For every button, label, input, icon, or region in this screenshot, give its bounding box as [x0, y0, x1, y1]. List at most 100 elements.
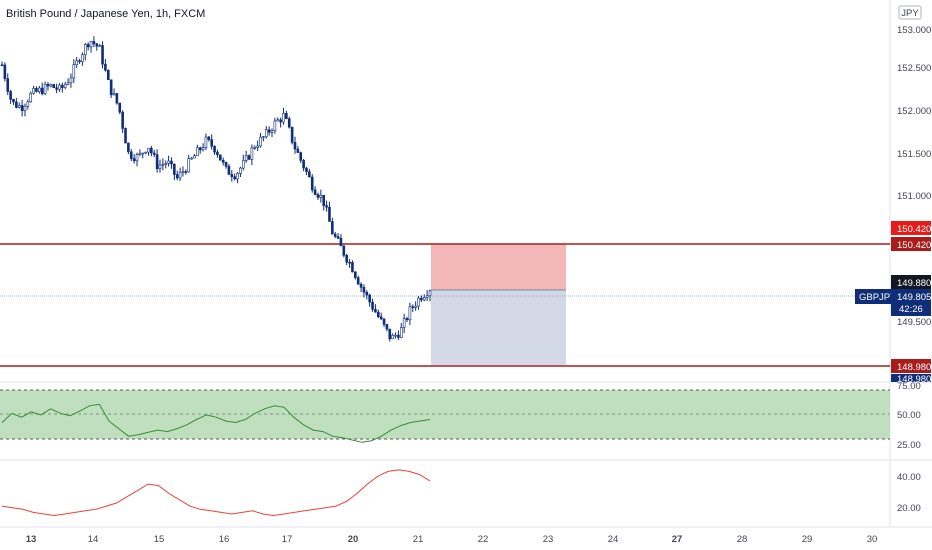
- candle-body: [207, 136, 211, 140]
- candle-body: [46, 84, 50, 87]
- candle-body: [15, 101, 18, 108]
- candle-body: [170, 160, 173, 165]
- candle-body: [216, 151, 219, 156]
- candle-body: [38, 87, 41, 92]
- candle-body: [368, 294, 371, 303]
- candle-body: [201, 147, 205, 151]
- candle-body: [391, 334, 394, 340]
- chart-title: British Pound / Japanese Yen, 1h, FXCM: [6, 8, 206, 20]
- candle-body: [417, 297, 420, 307]
- candle-body: [138, 152, 142, 155]
- candle-body: [230, 174, 234, 177]
- candle-body: [236, 173, 239, 180]
- candle-body: [66, 82, 70, 85]
- candle-body: [402, 318, 406, 328]
- candle-body: [61, 84, 64, 88]
- candle-body: [276, 119, 280, 122]
- candle-body: [150, 147, 153, 154]
- candle-body: [190, 157, 193, 160]
- support-price-tag-2: [891, 374, 931, 382]
- candle-body: [333, 233, 337, 237]
- candle-body: [264, 129, 268, 138]
- candle-body: [118, 102, 122, 113]
- candle-body: [339, 237, 343, 247]
- candle-body: [256, 145, 259, 148]
- candle-body: [26, 101, 30, 107]
- candle-body: [221, 159, 225, 163]
- take-profit-zone[interactable]: [431, 290, 566, 365]
- time-axis[interactable]: 13 14 15 16 17 20 21 22 23 24 27 28 29 3…: [26, 534, 878, 545]
- candle-body: [296, 148, 300, 153]
- candle-body: [55, 87, 58, 90]
- candle-body: [227, 166, 231, 175]
- candle-body: [3, 64, 7, 79]
- candle-body: [310, 176, 314, 191]
- time-tick: 16: [219, 534, 230, 545]
- candle-body: [167, 160, 170, 164]
- price-tick: 151.500: [897, 149, 931, 160]
- candle-body: [270, 130, 274, 133]
- candle-body: [178, 171, 182, 179]
- candle-body: [397, 334, 400, 338]
- candle-body: [135, 154, 139, 162]
- candle-body: [9, 91, 12, 100]
- candle-body: [106, 69, 110, 81]
- currency-badge[interactable]: [898, 5, 922, 20]
- price-axis-ticks: 153.000 152.500 152.000 151.500 151.000 …: [897, 25, 931, 328]
- candle-body: [379, 316, 383, 320]
- candle-body: [40, 87, 44, 95]
- last-price: 149.805: [897, 292, 931, 303]
- candle-body: [35, 88, 38, 92]
- candle-body: [241, 160, 245, 169]
- candle-body: [305, 167, 308, 172]
- stop-loss-zone[interactable]: [431, 244, 566, 290]
- candle-body: [49, 84, 53, 87]
- candle-body: [313, 189, 317, 195]
- candle-body: [63, 84, 67, 88]
- candle-body: [89, 41, 93, 48]
- candle-body: [98, 45, 101, 47]
- candle-body: [32, 88, 35, 94]
- candle-body: [12, 99, 15, 103]
- candle-body: [428, 290, 432, 297]
- candle-body: [420, 297, 423, 301]
- candle-body: [399, 327, 403, 338]
- time-tick: 30: [867, 534, 878, 545]
- candle-body: [52, 84, 56, 89]
- candle-body: [267, 129, 271, 133]
- candle-body: [173, 163, 176, 175]
- candle-body: [362, 287, 366, 293]
- candle-body: [351, 262, 354, 273]
- time-tick: 28: [737, 534, 748, 545]
- candle-body: [219, 154, 222, 161]
- support-price-2: 148.980: [897, 374, 931, 385]
- candle-body: [425, 295, 429, 298]
- rsi-line: [1, 403, 431, 443]
- candle-body: [359, 283, 363, 288]
- candle-body: [299, 152, 303, 161]
- resistance-price-tag: [891, 237, 931, 251]
- candle-body: [43, 84, 47, 95]
- rsi-tick: 50.00: [897, 410, 921, 421]
- candle-body: [342, 245, 346, 256]
- candle-body: [109, 79, 113, 96]
- candle-body: [302, 160, 305, 169]
- candle-body: [365, 291, 369, 296]
- time-tick: 17: [282, 534, 293, 545]
- entry-price-tag: [891, 275, 931, 289]
- time-tick: 20: [348, 534, 359, 545]
- candle-body: [95, 43, 99, 47]
- candle-body: [247, 155, 251, 160]
- currency-badge-label: JPY: [901, 8, 919, 19]
- symbol-label: GBPJPY: [859, 292, 897, 303]
- time-tick: 14: [88, 534, 99, 545]
- price-tick: 153.000: [897, 25, 931, 36]
- price-tick: 152.000: [897, 106, 931, 117]
- candle-body: [124, 128, 127, 144]
- candle-body: [348, 261, 351, 264]
- candle-body: [196, 147, 199, 157]
- candle-body: [331, 221, 334, 235]
- candle-body: [23, 105, 27, 111]
- candle-body: [374, 308, 377, 313]
